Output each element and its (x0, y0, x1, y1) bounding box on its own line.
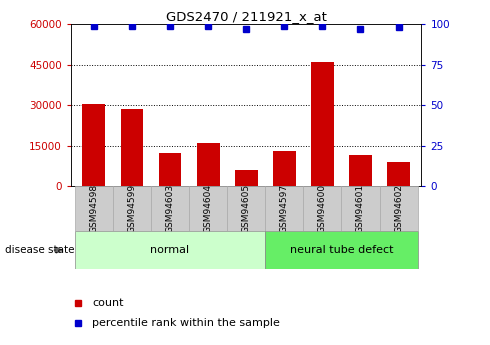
Text: disease state: disease state (5, 245, 74, 255)
Text: GSM94604: GSM94604 (204, 184, 213, 233)
Bar (303, 186, 342, 231)
Bar (273, 151, 296, 186)
Bar (113, 186, 151, 231)
Text: GSM94598: GSM94598 (89, 184, 98, 233)
Text: GSM94603: GSM94603 (166, 184, 174, 233)
Bar (342, 186, 380, 231)
Bar (82, 104, 105, 186)
Title: GDS2470 / 211921_x_at: GDS2470 / 211921_x_at (166, 10, 327, 23)
Text: GSM94602: GSM94602 (394, 184, 403, 233)
Bar (265, 231, 417, 269)
Bar (121, 109, 144, 186)
Text: GSM94599: GSM94599 (127, 184, 137, 233)
Text: GSM94597: GSM94597 (280, 184, 289, 233)
Text: GSM94605: GSM94605 (242, 184, 251, 233)
Bar (151, 186, 189, 231)
Bar (189, 186, 227, 231)
Bar (75, 231, 265, 269)
Bar (311, 62, 334, 186)
Bar (387, 162, 410, 186)
Bar (265, 186, 303, 231)
Text: percentile rank within the sample: percentile rank within the sample (92, 318, 280, 327)
Text: count: count (92, 298, 123, 308)
Text: GSM94601: GSM94601 (356, 184, 365, 233)
Bar (349, 155, 372, 186)
Bar (159, 152, 181, 186)
Bar (380, 186, 417, 231)
Bar (227, 186, 265, 231)
Bar (235, 170, 258, 186)
Text: normal: normal (150, 245, 190, 255)
Bar (75, 186, 113, 231)
Text: GSM94600: GSM94600 (318, 184, 327, 233)
Bar (196, 143, 220, 186)
Text: neural tube defect: neural tube defect (290, 245, 393, 255)
